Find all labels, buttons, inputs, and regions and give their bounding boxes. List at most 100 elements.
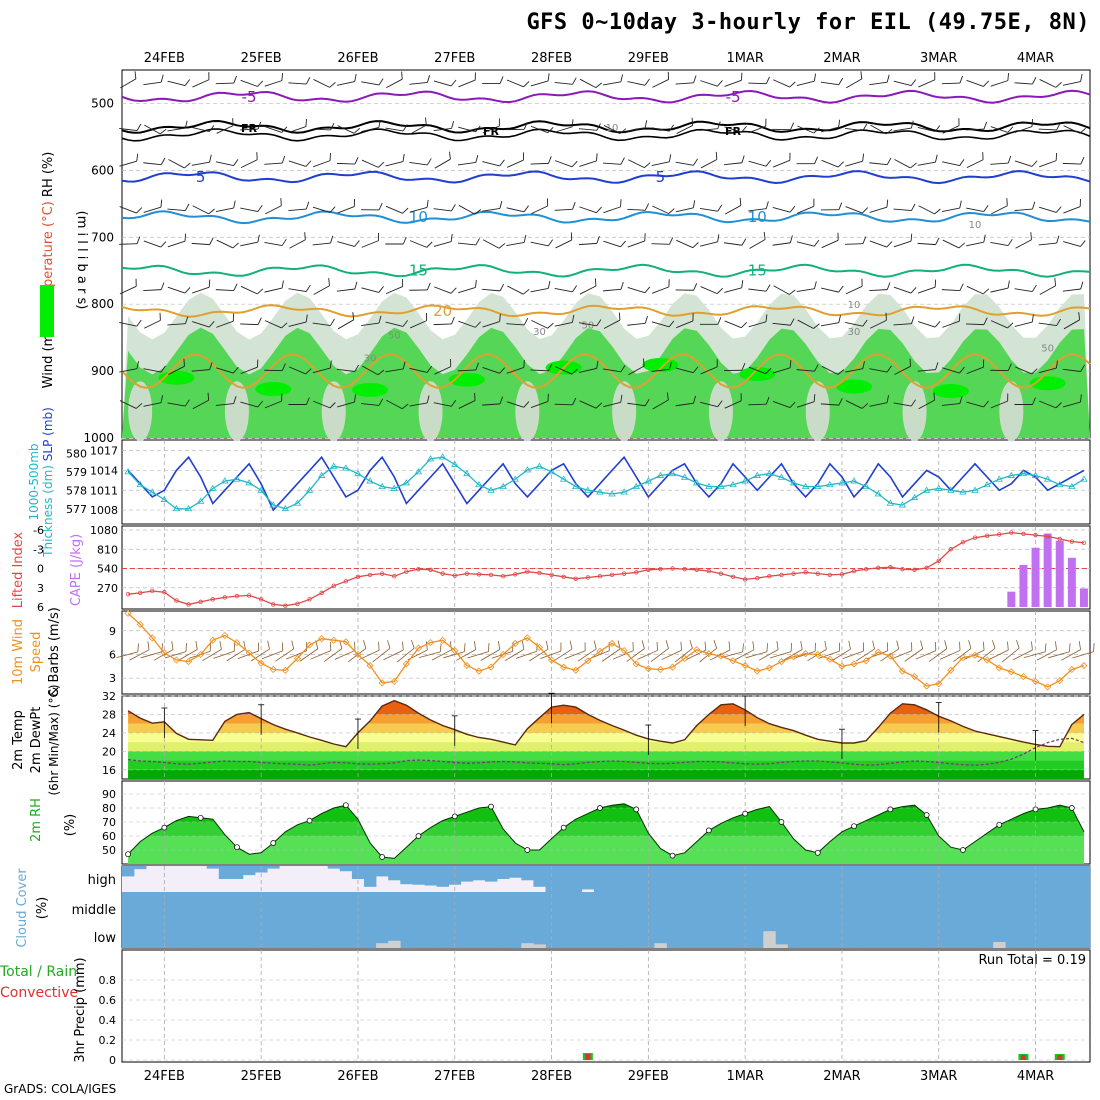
slp-line (127, 455, 1085, 512)
wind-barb-flag (523, 205, 529, 213)
wind-speed-marker (172, 656, 181, 664)
wind-barb-shaft (773, 285, 790, 295)
wind-barb-shaft (748, 82, 767, 85)
li-marker (658, 566, 663, 572)
wind-barb-flag (160, 74, 164, 83)
thickness-marker (935, 484, 943, 491)
cloud-high-bar (666, 866, 679, 892)
wind-barb-flag (451, 316, 455, 325)
wind-barb (288, 366, 312, 375)
li-marker (972, 535, 978, 540)
wind-barb-flag (136, 153, 139, 162)
wind-barb-shaft (202, 649, 222, 662)
cloud-high-bar (739, 866, 752, 892)
wind-barb-flag (596, 153, 598, 161)
wind-barb (434, 358, 452, 375)
wind-barb (627, 286, 651, 294)
isotherm-label: 10 (748, 208, 767, 226)
wind-barb-flag (693, 283, 698, 291)
wind-barb (977, 640, 996, 663)
wind-speed-marker (656, 665, 665, 674)
wind-barb-shaft (769, 651, 792, 659)
thickness-marker (644, 477, 653, 484)
wind-barb (433, 233, 453, 247)
wind-barb (918, 72, 936, 88)
cape-bar (1067, 557, 1076, 607)
wind-barb-shaft (119, 321, 137, 327)
wind-barb-shaft (627, 127, 646, 132)
wind-barb-shaft (869, 81, 888, 86)
cloud-row-label: middle (72, 903, 116, 918)
wind-barb-flag (1056, 122, 1061, 131)
cloud-low-bar (521, 943, 534, 948)
wind-barb (602, 281, 624, 292)
wind-barb-shaft (409, 240, 427, 248)
wind-barb-shaft (724, 242, 742, 246)
wind-barb-shaft (880, 648, 899, 662)
wind-speed-marker (789, 653, 798, 661)
li-marker (646, 567, 651, 572)
cloud-middle-bar (315, 892, 328, 948)
wind-barb (289, 232, 306, 249)
wind-barb (1063, 394, 1082, 408)
wind-barb-shaft (628, 365, 645, 376)
wind-barb-flag (426, 199, 429, 208)
cloud-high-bar (581, 866, 595, 890)
cloud-middle-bar (1017, 892, 1030, 948)
wind-barb (845, 400, 869, 409)
wind-barb (192, 205, 215, 215)
wind-barb-shaft (893, 127, 912, 132)
wind-barb-flag (765, 367, 772, 374)
wind-barb-shaft (482, 367, 500, 374)
li-marker (803, 570, 808, 575)
wind-barb-flag (498, 243, 506, 249)
wind-barb-shaft (1015, 239, 1032, 249)
wind-barb-shaft (530, 80, 549, 87)
cloud-high-bar (545, 866, 558, 892)
wind-barb-flag (1007, 280, 1010, 289)
thickness-marker (838, 479, 846, 486)
wind-barb (361, 78, 384, 86)
wind-barb-shaft (748, 321, 767, 328)
rh-contour-label: 10 (606, 123, 619, 134)
wind-barb-flag (935, 125, 941, 132)
cloud-middle-bar (122, 892, 135, 948)
wind-barb-shaft (917, 369, 936, 372)
wind-barb-flag (488, 643, 490, 652)
wind-barb-flag (353, 127, 361, 134)
wind-barb-shaft (213, 650, 235, 659)
wind-barb (240, 317, 262, 326)
wind-barb-flag (693, 75, 697, 83)
thickness-marker (535, 462, 544, 469)
wind-barb (119, 361, 139, 373)
wind-barb-flag (184, 120, 188, 129)
cloud-high-bar (690, 866, 704, 892)
thickness-marker (910, 493, 919, 501)
wind-barb (504, 640, 525, 662)
rh-contour-dry-cell (321, 381, 346, 442)
wind-barb-shaft (772, 207, 791, 213)
wind-barb-flag (668, 208, 675, 214)
wind-barb-shaft (555, 366, 572, 375)
wind-barb-flag (232, 118, 234, 126)
wind-barb-flag (789, 81, 796, 88)
wind-barb (893, 120, 914, 132)
chart-title: GFS 0~10day 3-hourly for EIL (49.75E, 8N… (526, 10, 1090, 35)
wind-barb-flag (352, 312, 355, 320)
li-marker (271, 602, 276, 607)
precip-legend-total: Total / Rain (0, 964, 77, 980)
wind-barb-flag (752, 641, 755, 650)
wind-barb-shaft (1038, 322, 1057, 326)
wind-barb-flag (983, 234, 986, 243)
wind-barb (1062, 364, 1085, 372)
thickness-marker (789, 479, 798, 486)
wind-barb-shaft (129, 649, 150, 661)
wind-barb-flag (305, 160, 312, 167)
wind-barb (758, 641, 779, 661)
wind-barb-flag (1080, 156, 1085, 165)
cloud-high-bar (327, 866, 341, 869)
isotherm-line (121, 263, 1091, 278)
wind-barb-shaft (579, 78, 597, 89)
rh-contour-dry-cell (224, 381, 249, 442)
wind-barb (313, 278, 330, 295)
